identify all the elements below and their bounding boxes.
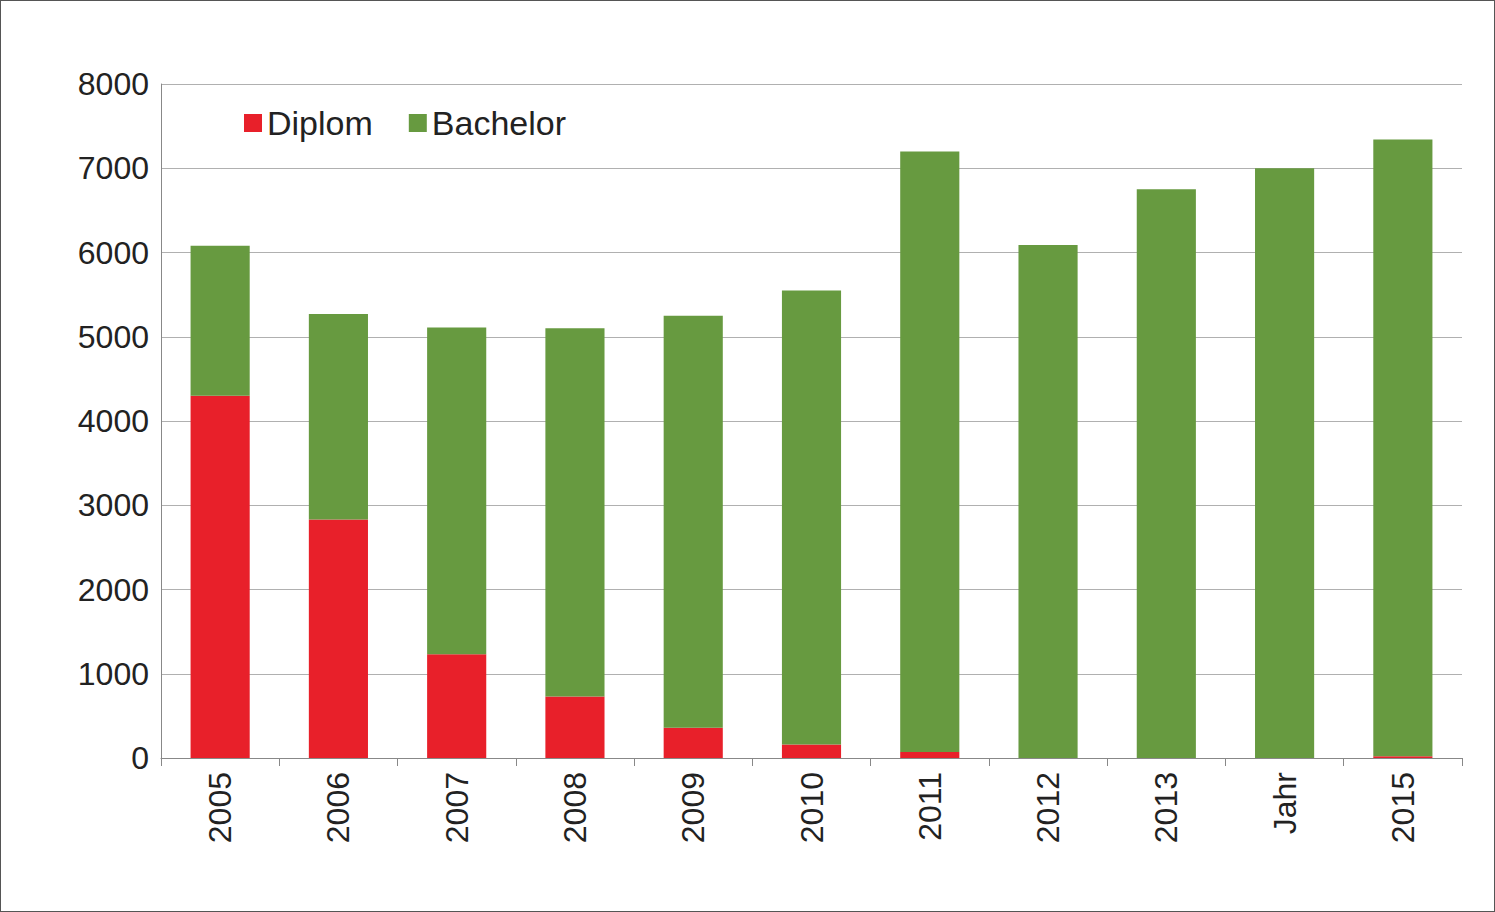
svg-text:8000: 8000 bbox=[78, 66, 149, 102]
svg-text:Jahr: Jahr bbox=[1267, 772, 1303, 835]
svg-text:0: 0 bbox=[131, 740, 149, 776]
svg-text:2000: 2000 bbox=[78, 572, 149, 608]
svg-text:4000: 4000 bbox=[78, 403, 149, 439]
svg-text:2013: 2013 bbox=[1148, 772, 1184, 843]
svg-text:5000: 5000 bbox=[78, 319, 149, 355]
svg-text:2011: 2011 bbox=[912, 772, 948, 841]
svg-text:7000: 7000 bbox=[78, 150, 149, 186]
svg-text:Diplom: Diplom bbox=[267, 104, 373, 142]
svg-text:2006: 2006 bbox=[320, 772, 356, 843]
svg-text:2010: 2010 bbox=[794, 772, 830, 843]
svg-text:6000: 6000 bbox=[78, 235, 149, 271]
svg-text:3000: 3000 bbox=[78, 487, 149, 523]
svg-text:Bachelor: Bachelor bbox=[432, 104, 566, 142]
svg-text:2005: 2005 bbox=[202, 772, 238, 843]
svg-text:2015: 2015 bbox=[1385, 772, 1421, 843]
svg-text:2012: 2012 bbox=[1030, 772, 1066, 843]
svg-text:2007: 2007 bbox=[439, 772, 475, 843]
svg-text:1000: 1000 bbox=[78, 656, 149, 692]
svg-text:2009: 2009 bbox=[675, 772, 711, 843]
svg-text:2008: 2008 bbox=[557, 772, 593, 843]
